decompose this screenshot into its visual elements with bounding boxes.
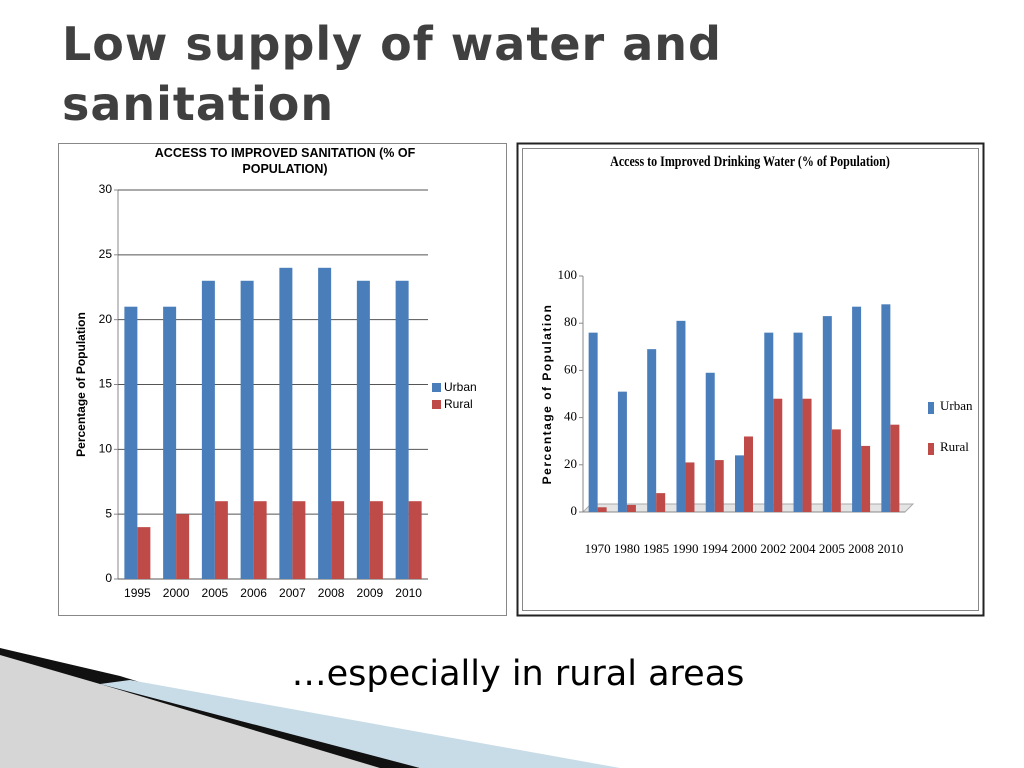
x-tick-label: 2000 [163, 586, 190, 600]
legend-label: Rural [940, 439, 969, 454]
bar [685, 462, 695, 512]
bar [124, 306, 138, 579]
y-tick-label: 40 [564, 409, 577, 424]
bar [292, 501, 306, 579]
bar [676, 320, 686, 512]
bar [588, 332, 598, 512]
x-tick-label: 2000 [731, 541, 757, 556]
bar [714, 460, 724, 512]
x-tick-label: 2008 [848, 541, 874, 556]
bar [735, 455, 744, 512]
x-tick-label: 2010 [395, 586, 422, 600]
x-tick-label: 1995 [124, 586, 151, 600]
bar [705, 372, 715, 512]
y-tick-label: 60 [564, 361, 577, 376]
bar [617, 391, 627, 512]
x-tick-label: 1980 [614, 541, 640, 556]
legend-label: Urban [940, 398, 973, 413]
x-tick-label: 2005 [202, 586, 229, 600]
bar [831, 429, 841, 512]
bar [253, 501, 267, 579]
legend-swatch [432, 383, 441, 392]
chart-title: ACCESS TO IMPROVED SANITATION (% OF POPU… [154, 146, 416, 176]
x-tick-label: 1990 [672, 541, 698, 556]
legend-swatch [432, 400, 441, 409]
legend-label: Urban [444, 380, 477, 394]
bar [647, 349, 657, 512]
bar [881, 304, 891, 512]
x-tick-label: 2007 [279, 586, 306, 600]
y-tick-label: 20 [99, 312, 113, 326]
y-tick-label: 25 [99, 247, 113, 261]
caption: …especially in rural areas [291, 654, 745, 694]
chart-frame [522, 148, 979, 611]
x-tick-label: 2002 [760, 541, 786, 556]
y-tick-label: 80 [564, 314, 577, 329]
decoration [0, 648, 420, 768]
x-tick-label: 2006 [240, 586, 267, 600]
x-tick-label: 1994 [702, 541, 729, 556]
bar [356, 280, 370, 579]
bar [656, 493, 666, 512]
bar [331, 501, 345, 579]
bar [395, 280, 409, 579]
bar [773, 398, 783, 512]
bar [793, 332, 803, 512]
bar [861, 445, 871, 512]
x-tick-label: 2008 [318, 586, 345, 600]
legend-swatch [928, 402, 934, 414]
decoration [100, 680, 620, 768]
y-axis-label: Percentage of Population [74, 312, 88, 457]
bar [802, 398, 812, 512]
y-tick-label: 100 [558, 267, 578, 282]
x-tick-label: 1970 [585, 541, 611, 556]
x-tick-label: 2009 [357, 586, 384, 600]
y-tick-label: 0 [571, 503, 578, 518]
bar [890, 424, 900, 512]
bar [137, 527, 151, 579]
y-tick-label: 0 [105, 571, 112, 585]
bar [597, 507, 607, 512]
bar [626, 504, 636, 512]
chart-title: Access to Improved Drinking Water (% of … [610, 154, 890, 170]
x-tick-label: 2010 [877, 541, 903, 556]
y-tick-label: 20 [564, 456, 577, 471]
y-tick-label: 5 [105, 506, 112, 520]
x-tick-label: 2004 [790, 541, 817, 556]
bar [764, 332, 774, 512]
bar [279, 267, 293, 579]
bar [822, 316, 832, 512]
bar [176, 514, 190, 579]
bar [163, 306, 177, 579]
x-tick-label: 1985 [643, 541, 669, 556]
bar [744, 436, 753, 512]
bar [852, 306, 862, 512]
bar [240, 280, 254, 579]
x-tick-label: 2005 [819, 541, 845, 556]
y-tick-label: 30 [99, 182, 113, 196]
y-axis-label: Percentage of Population [540, 304, 554, 485]
y-tick-label: 15 [99, 377, 113, 391]
bar [214, 501, 228, 579]
bar [318, 267, 332, 579]
legend-swatch [928, 443, 934, 455]
legend-label: Rural [444, 397, 473, 411]
y-tick-label: 10 [99, 442, 113, 456]
bar [369, 501, 383, 579]
slide-title: Low supply of water and sanitation [62, 17, 722, 131]
bar [201, 280, 215, 579]
bar [408, 501, 422, 579]
